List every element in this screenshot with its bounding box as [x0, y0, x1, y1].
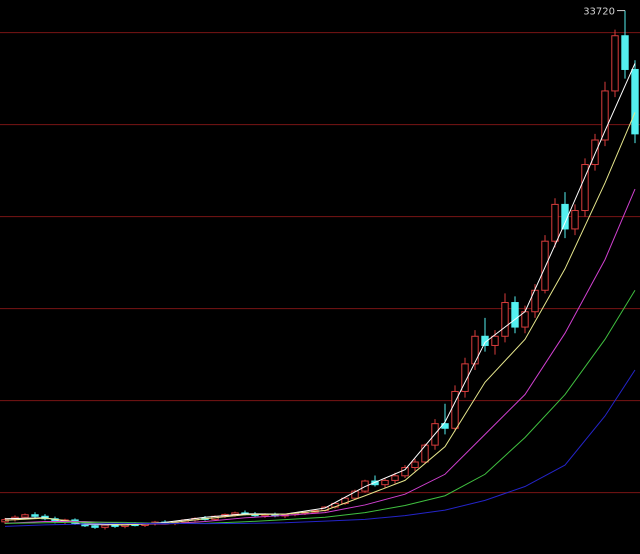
candle-body [621, 35, 629, 70]
candle-body [31, 514, 39, 517]
moving-average-line [4, 63, 636, 526]
candle-body [631, 68, 639, 135]
candle-body [591, 139, 599, 166]
candle-body [481, 335, 489, 346]
candle-body [391, 475, 399, 481]
candle-body [111, 524, 119, 527]
candle-body [91, 525, 99, 528]
candle-body [101, 524, 109, 528]
high-label: 33720 [583, 7, 615, 18]
candle-body [601, 90, 609, 141]
candle-body [501, 302, 509, 337]
moving-average-line [4, 188, 636, 525]
candle-body [491, 335, 499, 346]
candle-body [21, 514, 29, 518]
moving-average-line [4, 369, 636, 527]
candle-body [611, 35, 619, 92]
candle-body [571, 210, 579, 230]
moving-average-line [4, 290, 636, 524]
candle-body [421, 444, 429, 463]
candle-body [381, 479, 389, 486]
candle-body [451, 390, 459, 429]
candle-body [581, 164, 589, 212]
candle-body [411, 461, 419, 469]
candle-body [351, 490, 359, 499]
moving-average-line [4, 112, 636, 526]
candle-body [511, 302, 519, 328]
candle-body [1, 519, 9, 523]
candle-body [551, 203, 559, 242]
candle-body [471, 335, 479, 365]
candle-body [541, 240, 549, 291]
candle-body [461, 363, 469, 392]
candle-body [401, 467, 409, 477]
